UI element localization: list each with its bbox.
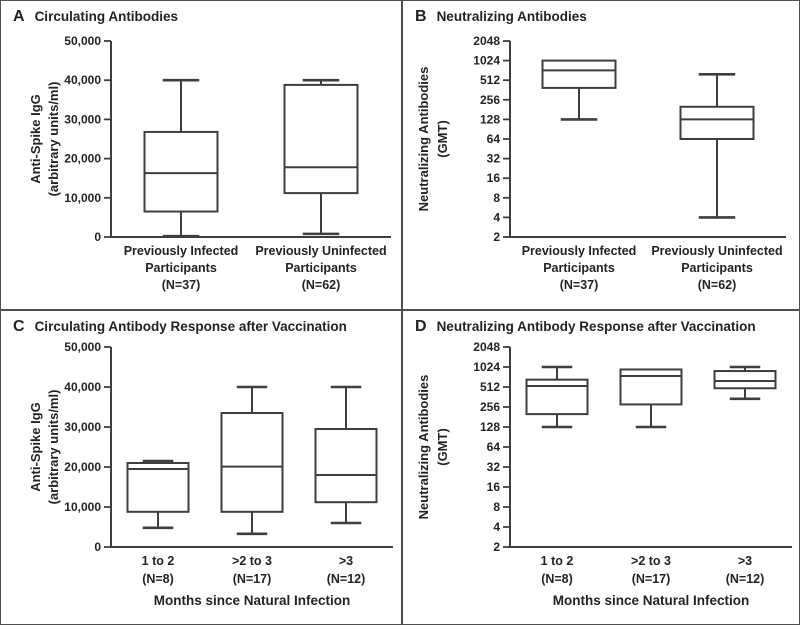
svg-text:Previously Infected: Previously Infected [124,244,239,258]
panel-divider-horizontal [1,309,799,311]
svg-text:2048: 2048 [473,340,500,354]
panel-c-boxplot: 0 10,000 20,000 30,000 40,000 50,000 Anti-Spik… [28,340,393,608]
svg-text:1 to 2: 1 to 2 [142,554,175,568]
svg-text:512: 512 [480,380,500,394]
panel-a: A Circulating Antibodies 0 10,000 20,000 30… [1,1,401,309]
svg-text:64: 64 [487,132,501,146]
svg-text:Neutralizing Antibodies(GMT): Neutralizing Antibodies (GMT) [416,67,450,212]
svg-text:128: 128 [480,112,500,126]
svg-text:10,000: 10,000 [64,191,101,205]
svg-text:Neutralizing Antibodies(GMT): Neutralizing Antibodies (GMT) [416,375,450,520]
panel-d-title: Neutralizing Antibody Response after Vac… [436,319,756,334]
svg-text:Participants: Participants [145,261,217,275]
svg-text:(N=37): (N=37) [560,278,599,292]
svg-text:4: 4 [493,210,500,224]
svg-text:(N=62): (N=62) [698,278,737,292]
svg-text:Previously Uninfected: Previously Uninfected [255,244,386,258]
panel-b-title: Neutralizing Antibodies [436,9,587,24]
svg-text:Previously Infected: Previously Infected [522,244,637,258]
svg-text:30,000: 30,000 [64,112,101,126]
svg-text:1 to 2: 1 to 2 [541,554,574,568]
svg-text:512: 512 [480,73,500,87]
svg-text:40,000: 40,000 [64,73,101,87]
svg-text:1024: 1024 [473,360,500,374]
svg-text:(N=62): (N=62) [302,278,341,292]
svg-text:128: 128 [480,420,500,434]
svg-text:Participants: Participants [285,261,357,275]
svg-text:(N=8): (N=8) [142,572,174,586]
svg-text:(N=37): (N=37) [162,278,201,292]
panel-d-header: D Neutralizing Antibody Response after V… [415,318,756,336]
svg-text:(N=8): (N=8) [541,572,573,586]
svg-text:0: 0 [94,540,101,554]
panel-a-header: A Circulating Antibodies [13,8,178,26]
svg-text:32: 32 [487,152,501,166]
svg-text:16: 16 [487,171,501,185]
svg-text:1024: 1024 [473,54,500,68]
svg-text:Months since Natural Infection: Months since Natural Infection [553,593,750,608]
svg-text:Participants: Participants [681,261,753,275]
svg-text:>3: >3 [738,554,752,568]
svg-text:50,000: 50,000 [64,34,101,48]
svg-text:Anti-Spike IgG(arbitrary units: Anti-Spike IgG (arbitrary units/ml) [28,82,61,197]
svg-text:0: 0 [94,230,101,244]
panel-c-letter: C [13,318,25,335]
svg-text:2048: 2048 [473,34,500,48]
svg-text:Previously Uninfected: Previously Uninfected [651,244,782,258]
svg-text:>3: >3 [339,554,353,568]
panel-d-boxplot: 2 4 8 16 32 64 128 256 512 1024 2048 Neutralizing A… [416,340,792,608]
svg-text:256: 256 [480,400,500,414]
svg-text:20,000: 20,000 [64,152,101,166]
panel-c: C Circulating Antibody Response after Va… [1,311,401,624]
svg-text:Participants: Participants [543,261,615,275]
svg-text:(N=17): (N=17) [233,572,272,586]
panel-a-boxplot: 0 10,000 20,000 30,000 40,000 50,000 Anti-Spik… [28,34,391,292]
svg-text:16: 16 [487,480,501,494]
svg-text:30,000: 30,000 [64,420,101,434]
svg-text:Months since Natural Infection: Months since Natural Infection [154,593,351,608]
panel-c-title: Circulating Antibody Response after Vacc… [34,319,347,334]
svg-text:>2 to 3: >2 to 3 [232,554,272,568]
svg-text:8: 8 [493,500,500,514]
panel-b: B Neutralizing Antibodies 2 4 8 16 32 64 128 25… [403,1,799,309]
svg-text:256: 256 [480,93,500,107]
panel-b-header: B Neutralizing Antibodies [415,8,587,26]
svg-text:20,000: 20,000 [64,460,101,474]
panel-a-letter: A [13,8,25,25]
panel-c-header: C Circulating Antibody Response after Va… [13,318,347,336]
svg-text:64: 64 [487,440,501,454]
svg-text:50,000: 50,000 [64,340,101,354]
svg-text:4: 4 [493,520,500,534]
panel-d: D Neutralizing Antibody Response after V… [403,311,799,624]
panel-divider-vertical [401,1,403,624]
svg-text:Anti-Spike IgG(arbitrary units: Anti-Spike IgG (arbitrary units/ml) [28,390,61,505]
svg-text:(N=12): (N=12) [327,572,366,586]
svg-text:10,000: 10,000 [64,500,101,514]
svg-text:(N=12): (N=12) [726,572,765,586]
panel-d-letter: D [415,318,427,335]
svg-text:2: 2 [493,540,500,554]
panel-a-title: Circulating Antibodies [34,9,179,24]
svg-text:32: 32 [487,460,501,474]
panel-b-letter: B [415,8,427,25]
svg-text:40,000: 40,000 [64,380,101,394]
svg-text:>2 to 3: >2 to 3 [631,554,671,568]
panel-b-boxplot: 2 4 8 16 32 64 128 256 512 1024 2048 Neutralizing A… [416,34,786,292]
svg-text:(N=17): (N=17) [632,572,671,586]
svg-text:2: 2 [493,230,500,244]
svg-text:8: 8 [493,191,500,205]
